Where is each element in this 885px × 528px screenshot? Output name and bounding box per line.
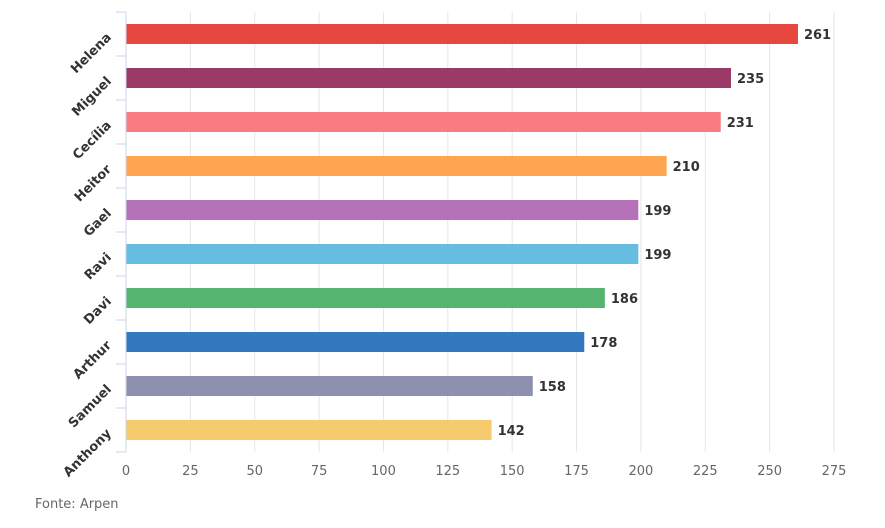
bar-anthony (126, 420, 492, 440)
bar-miguel (126, 68, 732, 88)
bar-cecília (126, 112, 721, 132)
data-label: 142 (498, 424, 525, 439)
x-tick-label: 25 (182, 464, 199, 479)
category-label: Anthony (61, 426, 115, 480)
x-tick-label: 150 (500, 464, 525, 479)
source-note: Fonte: Arpen (35, 497, 119, 512)
data-label: 158 (539, 380, 566, 395)
x-tick-label: 0 (122, 464, 130, 479)
x-tick-label: 100 (371, 464, 396, 479)
bar-helena (126, 24, 798, 44)
data-label: 261 (804, 28, 831, 43)
category-label: Miguel (69, 74, 114, 119)
category-label: Cecília (70, 118, 115, 163)
x-tick-label: 75 (311, 464, 328, 479)
axes (116, 11, 127, 453)
category-label: Davi (81, 294, 115, 328)
data-label: 235 (737, 72, 764, 87)
data-label: 178 (590, 336, 617, 351)
x-tick-label: 225 (693, 464, 718, 479)
x-tick-label: 250 (757, 464, 782, 479)
data-label: 199 (644, 248, 671, 263)
category-label: Helena (68, 30, 115, 77)
category-label: Ravi (82, 250, 115, 283)
category-label: Gael (81, 206, 115, 240)
data-label: 231 (727, 116, 754, 131)
bar-chart: 0 25 50 75 100 125 150 175 200 225 250 275 261 Helena… (61, 11, 847, 480)
data-label: 199 (644, 204, 671, 219)
data-label: 210 (673, 160, 700, 175)
x-tick-label: 50 (246, 464, 263, 479)
bar-gael (126, 200, 639, 220)
x-tick-label: 175 (564, 464, 589, 479)
category-label: Samuel (66, 382, 115, 431)
bar-arthur (126, 332, 585, 352)
data-label: 186 (611, 292, 638, 307)
x-tick-label: 125 (435, 464, 460, 479)
bar-ravi (126, 244, 639, 264)
category-label: Heitor (72, 162, 115, 205)
x-tick-label: 200 (628, 464, 653, 479)
bars (126, 24, 798, 440)
x-tick-label: 275 (822, 464, 847, 479)
bar-davi (126, 288, 605, 308)
bar-samuel (126, 376, 533, 396)
bar-heitor (126, 156, 667, 176)
category-label: Arthur (71, 338, 116, 383)
